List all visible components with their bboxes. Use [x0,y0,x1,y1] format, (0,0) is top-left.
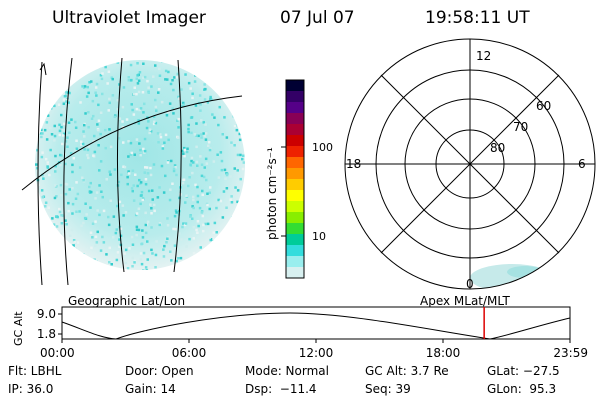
colorbar-cell [286,179,304,191]
colorbar-cell [286,124,304,136]
polar-label-18: 18 [346,157,361,171]
timeline-ylabel: GC Alt [12,311,25,346]
timeline-right-title: Apex MLat/MLT [420,294,510,308]
colorbar-cell [286,223,304,235]
colorbar-cell [286,201,304,213]
timeline-tick-label: 18:00 [426,346,461,360]
colorbar-cell [286,256,304,268]
info-gc-alt: GC Alt: 3.7 Re [365,364,449,378]
timeline-y-bottom: 1.8 [37,327,56,341]
info-gain: Gain: 14 [125,382,176,396]
coastline-mark [39,62,47,76]
date-label: 07 Jul 07 [280,8,355,28]
timeline-tick-label: 06:00 [172,346,207,360]
colorbar-cell [286,102,304,114]
info-seq: Seq: 39 [365,382,411,396]
timeline-tick-label: 00:00 [40,346,75,360]
colorbar-cell [286,168,304,180]
colorbar-tick-10: 10 [312,230,326,243]
colorbar-cell [286,146,304,158]
altitude-curve [61,312,571,340]
colorbar-cell [286,91,304,103]
colorbar-cell [286,245,304,257]
colorbar-cell [286,212,304,224]
polar-ring-label-80: 80 [490,141,505,155]
info-ip: IP: 36.0 [8,382,54,396]
info-filter: Flt: LBHL [8,364,62,378]
instrument-title: Ultraviolet Imager [52,8,206,28]
polar-ring-label-70: 70 [513,120,528,134]
colorbar-tick-100: 100 [312,141,333,154]
colorbar-cell [286,234,304,246]
polar-grid [344,38,596,290]
info-glat: GLat: −27.5 [487,364,560,378]
colorbar-label: photon cm⁻²s⁻¹ [265,147,279,240]
time-label: 19:58:11 UT [425,8,530,28]
info-glon: GLon: 95.3 [487,382,557,396]
polar-label-6: 6 [578,157,586,171]
colorbar-cell [286,80,304,92]
info-mode: Mode: Normal [245,364,329,378]
colorbar-cell [286,267,304,279]
colorbar-cell [286,113,304,125]
colorbar-cell [286,190,304,202]
polar-label-12: 12 [476,49,491,63]
timeline-tick-label: 12:00 [299,346,334,360]
timeline-tick-label: 23:59 [553,346,588,360]
info-dsp: Dsp: −11.4 [245,382,317,396]
colorbar-cell [286,135,304,147]
geographic-grid-lines [21,57,243,286]
polar-ring-label-60: 60 [536,99,551,113]
timeline-y-top: 9.0 [37,307,56,321]
timeline-left-title: Geographic Lat/Lon [68,294,186,308]
colorbar-cell [286,157,304,169]
info-door: Door: Open [125,364,194,378]
polar-label-0: 0 [466,277,474,291]
